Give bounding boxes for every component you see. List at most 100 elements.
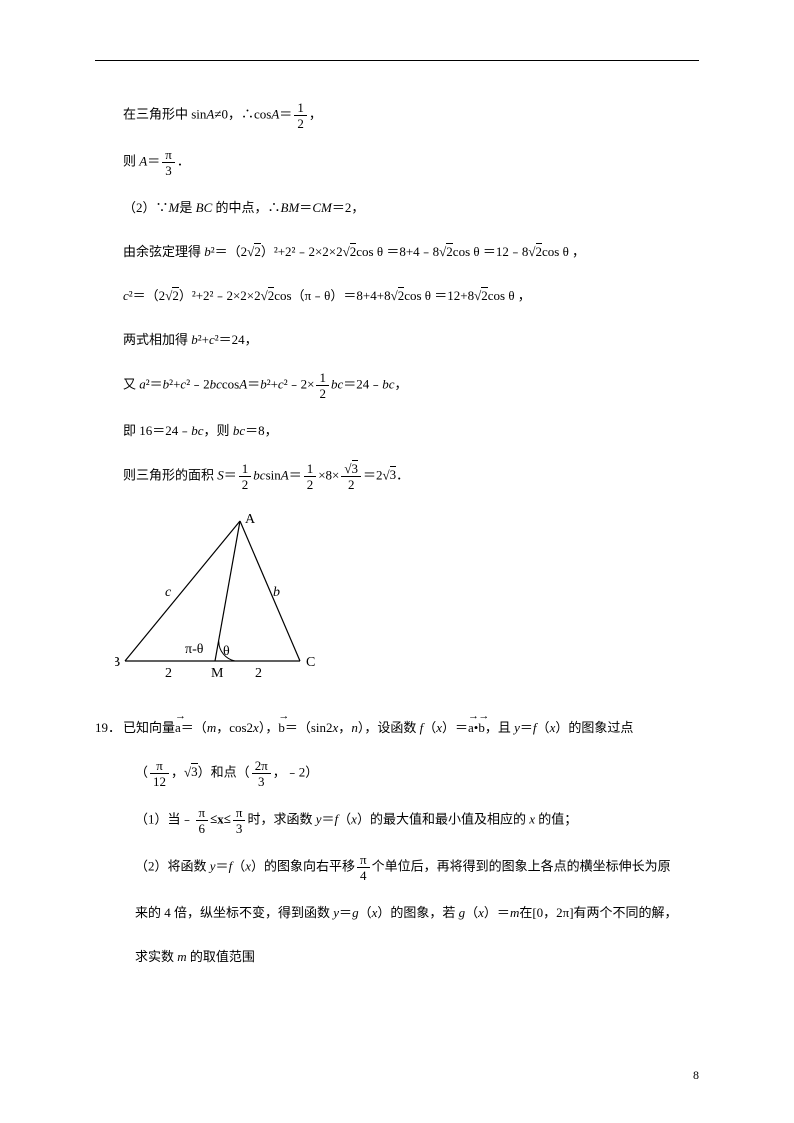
txt: ， <box>395 376 408 391</box>
line-4: 由余弦定理得 b²＝（2√2）²+2²﹣2×2×2√2cos θ ＝8+4﹣8√… <box>95 239 699 265</box>
var-bc: bc <box>253 467 265 482</box>
txt: 求实数 <box>135 949 177 964</box>
triangle-diagram: ABCMcb22θπ-θ <box>115 511 699 685</box>
txt: ）＝ <box>484 905 510 920</box>
txt: cos θ ＝12+8 <box>404 288 474 303</box>
txt: ）的图象过点 <box>555 720 633 735</box>
txt: ，则 <box>204 423 233 438</box>
line-6: 两式相加得 b²+c²＝24， <box>95 327 699 353</box>
txt: 的值； <box>535 811 577 826</box>
line-2: 则 A＝π3． <box>95 148 699 177</box>
txt: ＝ <box>299 200 312 215</box>
txt: （ <box>359 905 372 920</box>
txt: （ <box>537 720 550 735</box>
txt: ＝（sin2 <box>285 720 333 735</box>
txt: ＝ <box>224 467 237 482</box>
txt: ， <box>309 106 322 121</box>
txt: ＝ <box>289 467 302 482</box>
q-number: 19． <box>95 715 123 741</box>
var-m: m <box>207 720 216 735</box>
txt: 时，求函数 <box>247 811 315 826</box>
txt: cos θ ＝8+4﹣8 <box>356 244 439 259</box>
q19-part2b: 来的 4 倍，纵坐标不变，得到函数 y＝g（x）的图象，若 g（x）＝m在[0，… <box>95 900 699 926</box>
var-BC: BC <box>196 200 213 215</box>
svg-text:2: 2 <box>165 666 172 681</box>
txt: ²+ <box>169 376 180 391</box>
txt: ²＝24， <box>215 332 258 347</box>
var-bc: bc <box>331 376 343 391</box>
line-5: c²＝（2√2）²+2²﹣2×2×2√2cos（π﹣θ）＝8+4+8√2cos … <box>95 283 699 309</box>
txt: 则 <box>123 153 139 168</box>
top-rule <box>95 60 699 61</box>
svg-text:C: C <box>306 655 315 670</box>
txt: ，﹣2） <box>273 764 319 779</box>
q19-part1: （1）当﹣π6≤x≤π3时，求函数 y＝f（x）的最大值和最小值及相应的 x 的… <box>95 806 699 835</box>
svg-text:M: M <box>211 666 224 681</box>
var-bc: bc <box>210 376 222 391</box>
txt: ²＝（2 <box>211 244 247 259</box>
leq-icon: ≤ <box>210 806 217 832</box>
frac-pi4: π4 <box>357 853 370 882</box>
line-8: 即 16＝24﹣bc，则 bc＝8， <box>95 418 699 444</box>
frac-sqrt3-2: √32 <box>341 462 361 491</box>
frac-pi12: π12 <box>150 759 169 788</box>
txt: 个单位后，再将得到的图象上各点的横坐标伸长为原 <box>372 858 671 873</box>
svg-text:c: c <box>165 585 172 600</box>
txt: 又 <box>123 376 139 391</box>
var-m: m <box>510 905 519 920</box>
svg-text:2: 2 <box>255 666 262 681</box>
var-bc: bc <box>191 423 203 438</box>
var-BM: BM <box>281 200 300 215</box>
q19-part2c: 求实数 m 的取值范围 <box>95 944 699 970</box>
triangle-svg: ABCMcb22θπ-θ <box>115 511 325 681</box>
txt: ＝ <box>147 153 160 168</box>
line-9: 则三角形的面积 S＝12bcsinA＝12×8×√32＝2√3． <box>95 462 699 491</box>
vec-a: a <box>175 715 181 741</box>
txt: ×8× <box>318 467 339 482</box>
vec-b: b <box>478 715 485 741</box>
txt: 两式相加得 <box>123 332 191 347</box>
frac-pi3: π3 <box>233 806 246 835</box>
var-A: A <box>281 467 289 482</box>
txt: 2×2 <box>240 288 260 303</box>
txt: ＝ <box>520 720 533 735</box>
txt: 是 <box>179 200 195 215</box>
txt: ． <box>396 467 409 482</box>
txt: （1）当﹣ <box>135 811 194 826</box>
txt: cos <box>222 376 239 391</box>
txt: ＝8， <box>245 423 278 438</box>
vec-b: b <box>278 715 285 741</box>
txt: cos（π﹣θ）＝8+4+8 <box>274 288 390 303</box>
q19-points: （π12，√3）和点（2π3，﹣2） <box>95 759 699 788</box>
txt: 即 16＝24﹣ <box>123 423 191 438</box>
txt: ）的图象向右平移 <box>251 858 355 873</box>
frac-pi6: π6 <box>196 806 209 835</box>
vec-a: a <box>468 715 474 741</box>
line-7: 又 a²＝b²+c²﹣2bccosA＝b²+c²﹣2×12bc＝24﹣bc， <box>95 371 699 400</box>
frac-half: 12 <box>294 101 307 130</box>
frac-half: 12 <box>316 371 329 400</box>
svg-text:b: b <box>273 585 280 600</box>
txt: ）²+2²﹣2× <box>179 288 240 303</box>
txt: ）， <box>259 720 279 735</box>
question-19: 19．已知向量a＝（m，cos2x），b＝（sin2x，n），设函数 f（x）＝… <box>95 715 699 741</box>
txt: 的取值范围 <box>187 949 255 964</box>
txt: ）＝ <box>442 720 468 735</box>
txt: 已知向量 <box>123 720 175 735</box>
txt: 在[0，2π]有两个不同的解， <box>519 905 677 920</box>
txt: （ <box>423 720 436 735</box>
line-1: 在三角形中 sinA≠0，∴cosA＝12， <box>95 101 699 130</box>
txt: ＝ <box>322 811 335 826</box>
var-CM: CM <box>312 200 332 215</box>
txt: ＝2， <box>332 200 365 215</box>
txt: 的中点，∴ <box>212 200 280 215</box>
var-bc: bc <box>382 376 394 391</box>
txt: sin <box>266 467 281 482</box>
txt: cos θ ， <box>542 244 585 259</box>
txt: ）的图象，若 <box>377 905 458 920</box>
txt: （ <box>465 905 478 920</box>
txt: ²+ <box>267 376 278 391</box>
var-M: M <box>169 200 180 215</box>
txt: ），设函数 <box>358 720 420 735</box>
txt: 在三角形中 sin <box>123 106 206 121</box>
